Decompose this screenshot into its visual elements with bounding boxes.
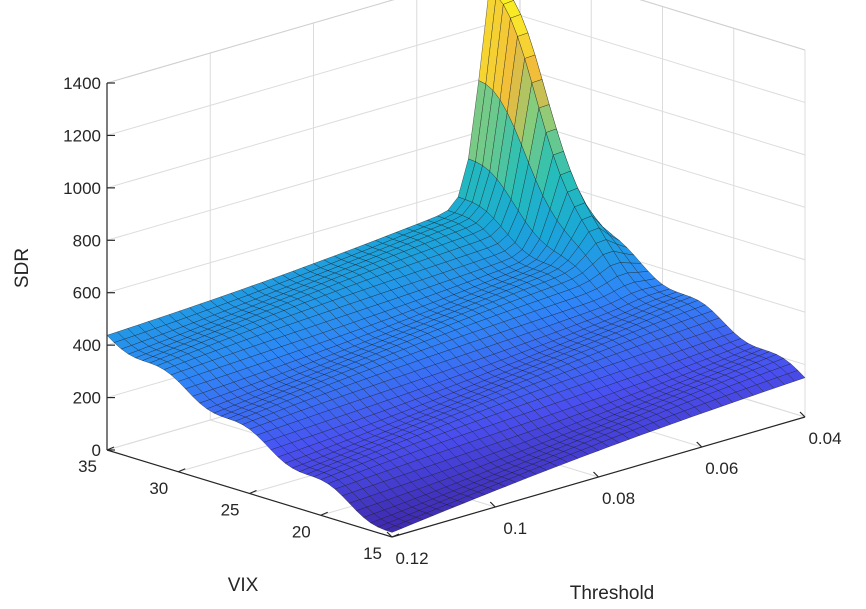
x-tick-mark xyxy=(696,441,703,448)
y-tick-mark xyxy=(178,468,186,473)
x-tick-label: 0.12 xyxy=(395,549,428,568)
x-tick-label: 0.06 xyxy=(705,459,738,478)
grid-line-z-side-5 xyxy=(519,67,806,156)
z-axis-title: SDR xyxy=(12,248,33,288)
y-tick-label: 25 xyxy=(221,501,240,520)
axes: 0 200 400 600 800 1000 1200 1400 15 20 25 30 35 0.04 0… xyxy=(63,74,841,568)
grid-line-z-back-3 xyxy=(106,172,521,294)
grid-line-z-back-4 xyxy=(106,119,521,241)
z-tick-label: 0 xyxy=(92,441,101,460)
surface-patch xyxy=(384,525,403,533)
z-tick-label: 1200 xyxy=(63,126,101,145)
x-tick-mark xyxy=(799,411,806,418)
y-tick-mark xyxy=(106,446,115,451)
box-edge-1 xyxy=(639,0,806,51)
x-tick-label: 0.04 xyxy=(808,429,841,448)
x-tick-mark xyxy=(489,501,496,508)
grid-line-z-back-6 xyxy=(106,14,521,136)
y-tick-label: 35 xyxy=(78,457,97,476)
y-tick-label: 30 xyxy=(149,479,168,498)
x-tick-mark xyxy=(593,471,599,478)
z-tick-label: 400 xyxy=(73,336,101,355)
x-tick-label: 0.1 xyxy=(503,519,527,538)
x-tick-label: 0.08 xyxy=(602,489,635,508)
surface-mesh xyxy=(106,0,806,533)
z-tick-label: 800 xyxy=(73,231,101,250)
y-tick-mark xyxy=(320,511,328,516)
x-tick-mark xyxy=(386,531,393,538)
y-axis-title: VIX xyxy=(228,575,259,596)
grid-line-z-side-6 xyxy=(519,14,806,103)
axis-labels: SDR VIX Threshold xyxy=(12,248,654,604)
z-tick-label: 600 xyxy=(73,284,101,303)
grid-line-z-side-4 xyxy=(519,119,806,208)
y-tick-label: 20 xyxy=(292,522,311,541)
z-tick-label: 200 xyxy=(73,389,101,408)
box-edge-0 xyxy=(106,0,395,84)
y-tick-mark xyxy=(249,489,257,495)
x-axis-title: Threshold xyxy=(570,583,655,604)
z-tick-label: 1000 xyxy=(63,179,101,198)
y-tick-label: 15 xyxy=(363,544,382,563)
z-tick-label: 1400 xyxy=(63,74,101,93)
grid-line-z-back-5 xyxy=(106,67,521,189)
